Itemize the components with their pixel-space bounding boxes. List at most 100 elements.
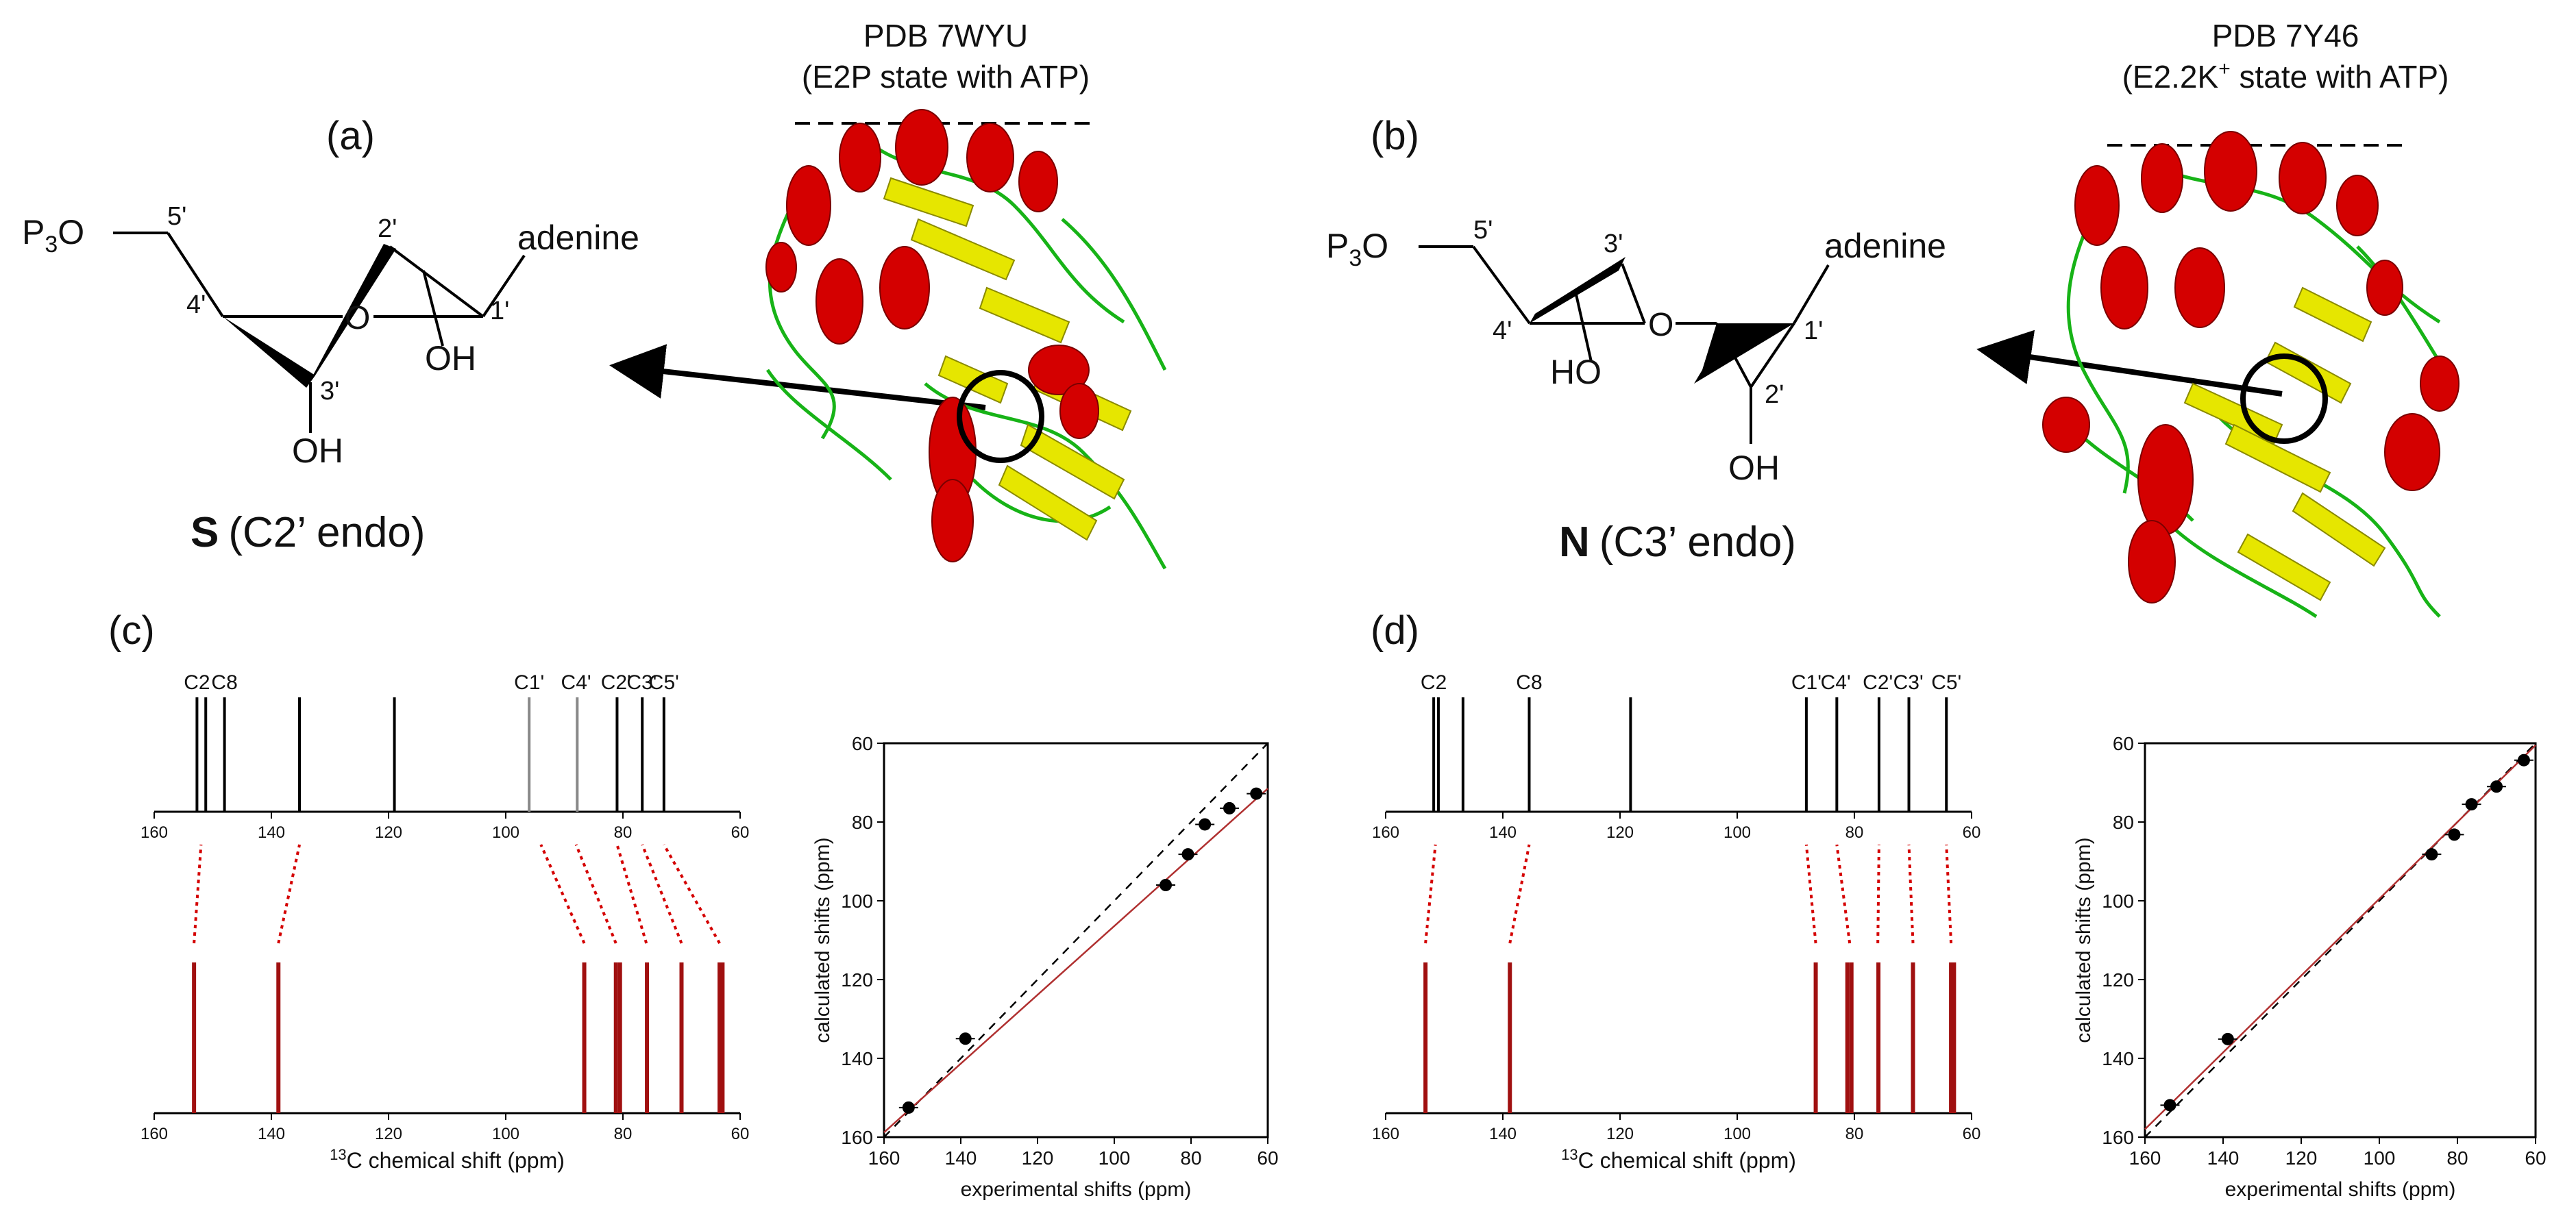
axis-tick-label: 160	[140, 1125, 168, 1143]
axis-tick-label: 100	[1724, 823, 1751, 842]
ring-oxygen-b: O	[1648, 307, 1673, 343]
y-tick-label: 60	[2113, 733, 2134, 754]
axis-tick-label: 160	[1372, 823, 1399, 842]
conformation-label-b: N (C3’ endo)	[1559, 519, 1796, 566]
panel-label-c: (c)	[108, 608, 155, 653]
axis-tick-label: 80	[1845, 1125, 1864, 1143]
peak-connector	[1945, 844, 1953, 944]
panel-label-d: (d)	[1371, 608, 1419, 653]
conformation-label-a: S (C2’ endo)	[191, 509, 426, 556]
ring-oxygen-a: O	[345, 300, 370, 336]
axis-tick-label: 140	[1489, 823, 1517, 842]
peak-connector	[539, 844, 586, 944]
axis-tick-label: 80	[614, 1125, 633, 1143]
y-tick-label: 60	[852, 733, 873, 754]
peak-connector	[1424, 844, 1437, 944]
peak-label: C2	[1421, 671, 1447, 694]
axis-tick-label: 100	[492, 1125, 519, 1143]
axis-tick-label: 160	[140, 823, 168, 842]
peak-connector	[193, 844, 203, 944]
peak-label: C4'	[1821, 671, 1851, 694]
x-tick-label: 60	[1257, 1147, 1278, 1169]
x-tick-label: 60	[2525, 1147, 2546, 1169]
peak-label: C1'	[514, 671, 544, 694]
panel-a: (a) PDB 7WYU (E2P state with ATP) P3O 5'…	[22, 18, 1167, 570]
peak-connector	[663, 844, 721, 944]
axis-tick-label: 60	[731, 823, 750, 842]
data-point	[2221, 1032, 2234, 1045]
peak-connector	[1835, 844, 1852, 944]
peak-label: C3'	[626, 671, 657, 694]
peak-label: C8	[1516, 671, 1542, 694]
atom-c5-b: 5'	[1473, 216, 1493, 245]
identity-line	[2144, 743, 2536, 1138]
atom-c4-b: 4'	[1493, 316, 1512, 345]
peak-label: C5'	[1931, 671, 1961, 694]
y-tick-label: 120	[841, 969, 873, 991]
x-tick-label: 80	[2446, 1147, 2468, 1169]
axis-tick-label: 120	[1606, 823, 1634, 842]
peak-label: C2'	[601, 671, 631, 694]
y-tick-label: 140	[841, 1048, 873, 1069]
panel-b: (b) PDB 7Y46 (E2.2K+ state with ATP) P3O…	[1326, 18, 2460, 619]
peak-label: C5'	[649, 671, 679, 694]
peak-connector	[615, 844, 648, 944]
axis-tick-label: 100	[492, 823, 519, 842]
spectrum-xlabel: 13C chemical shift (ppm)	[330, 1146, 565, 1173]
ribose-n-labels: P3O 5' 4' 3' 2' 1' O HO OH adenine N (C3’…	[1326, 216, 1946, 566]
x-tick-label: 80	[1180, 1147, 1201, 1169]
atom-c2-a: 2'	[378, 214, 397, 243]
x-tick-label: 160	[2129, 1147, 2161, 1169]
protein-structure-a	[765, 109, 1167, 570]
plot-frame	[2144, 742, 2537, 1138]
plot-frame	[883, 742, 1269, 1138]
pdb-title-a: PDB 7WYU	[863, 18, 1028, 53]
x-tick-label: 140	[2207, 1147, 2240, 1169]
axis-tick-label: 140	[258, 1125, 285, 1143]
data-point	[2163, 1099, 2176, 1112]
axis-tick-label: 100	[1724, 1125, 1751, 1143]
atom-c5-a: 5'	[167, 202, 186, 231]
y-tick-label: 160	[2102, 1127, 2134, 1148]
peak-connector	[574, 844, 617, 944]
data-point	[1223, 801, 1236, 814]
spectrum-xlabel: 13C chemical shift (ppm)	[1561, 1146, 1796, 1173]
atom-c1-b: 1'	[1804, 316, 1823, 345]
axis-tick-label: 60	[1963, 823, 1981, 842]
axis-tick-label: 140	[1489, 1125, 1517, 1143]
atom-c4-a: 4'	[186, 290, 206, 319]
y-tick-label: 140	[2102, 1048, 2134, 1069]
peak-label: C8	[211, 671, 237, 694]
peak-label: C3'	[1893, 671, 1924, 694]
peak-connector	[1804, 844, 1817, 944]
binding-site-circle-a	[957, 370, 1044, 463]
peak-connector	[277, 844, 301, 944]
pdb-title-b: PDB 7Y46	[2212, 18, 2359, 53]
peak-connector	[1907, 844, 1915, 944]
data-point	[2490, 780, 2503, 793]
y-tick-label: 100	[2102, 891, 2134, 912]
spectrum-d: C2 C8 C1'C4' C2' C3' C5' 160 140 120 100 80 60 160 14…	[1372, 671, 1980, 1173]
y-tick-label: 100	[841, 891, 873, 912]
atom-c3-b: 3'	[1604, 229, 1623, 258]
panel-label-a: (a)	[326, 114, 375, 158]
atom-c3-a: 3'	[320, 377, 339, 406]
axis-tick-label: 120	[1606, 1125, 1634, 1143]
oh-3-a: OH	[292, 432, 343, 470]
axis-tick-label: 60	[731, 1125, 750, 1143]
x-tick-label: 120	[1022, 1147, 1054, 1169]
peak-connector	[641, 844, 683, 944]
panel-label-b: (b)	[1371, 114, 1419, 158]
axis-tick-label: 60	[1963, 1125, 1981, 1143]
correlation-ylabel: calculated shifts (ppm)	[2072, 837, 2095, 1043]
x-tick-label: 140	[945, 1147, 977, 1169]
axis-tick-label: 140	[258, 823, 285, 842]
data-point	[2517, 754, 2530, 767]
oh-2-b: OH	[1728, 449, 1780, 487]
axis-tick-label: 80	[1845, 823, 1864, 842]
peak-connector	[1876, 844, 1880, 944]
fit-line	[883, 788, 1268, 1134]
